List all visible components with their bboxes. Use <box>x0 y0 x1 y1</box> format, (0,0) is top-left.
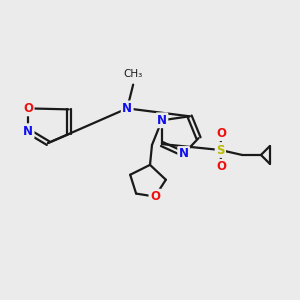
Text: N: N <box>157 114 167 127</box>
Text: N: N <box>122 102 132 115</box>
Text: O: O <box>216 127 226 140</box>
Text: S: S <box>216 143 225 157</box>
Text: CH₃: CH₃ <box>124 69 143 79</box>
Text: O: O <box>216 160 226 173</box>
Text: N: N <box>179 148 189 160</box>
Text: N: N <box>23 125 33 138</box>
Text: O: O <box>150 190 160 203</box>
Text: O: O <box>23 102 33 115</box>
